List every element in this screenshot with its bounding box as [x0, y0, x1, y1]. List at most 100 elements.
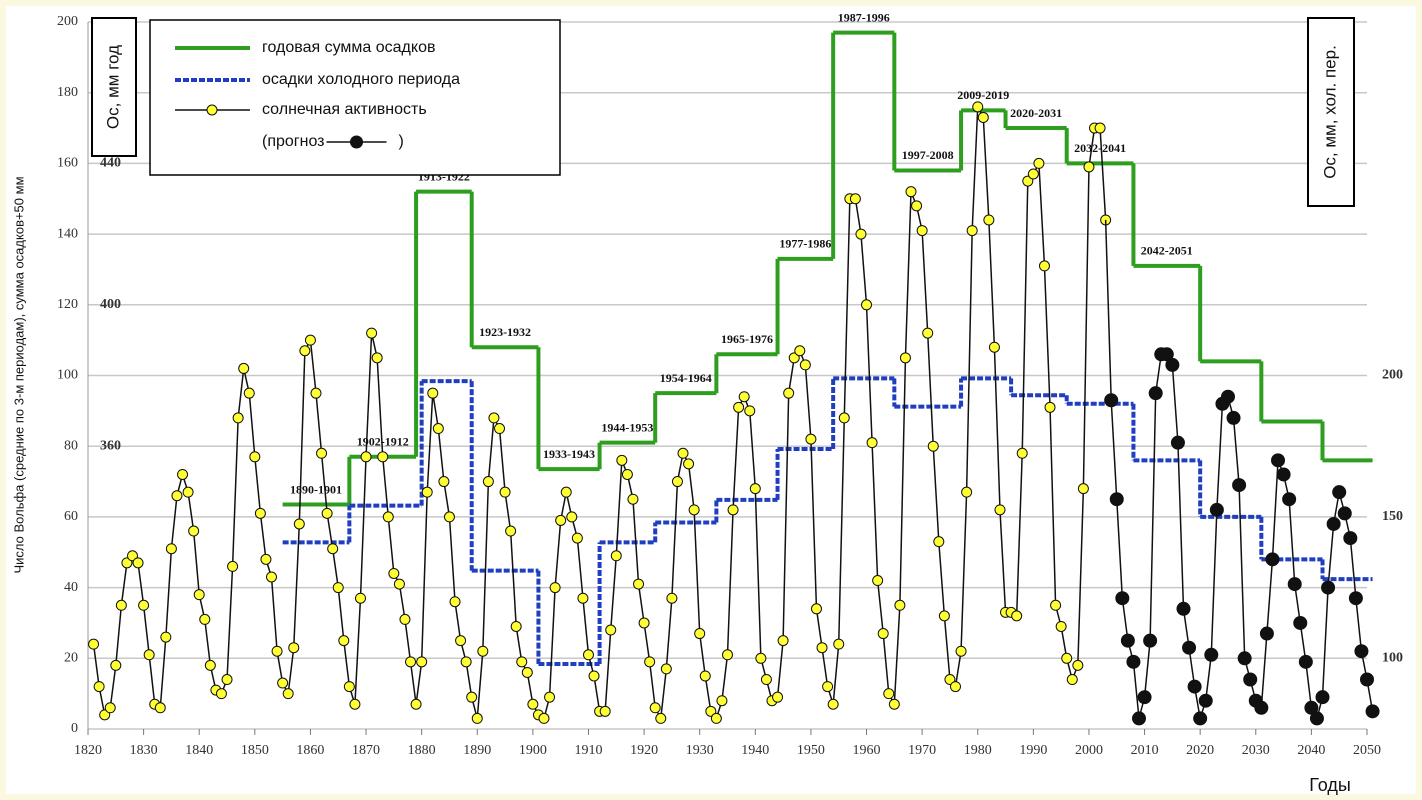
point [683, 458, 695, 470]
point [833, 638, 845, 650]
point [188, 525, 200, 537]
point [482, 476, 494, 488]
point [638, 617, 650, 629]
y3-tick-label: 360 [100, 438, 121, 453]
point [360, 451, 372, 463]
point [1055, 620, 1067, 632]
point [1120, 633, 1135, 648]
y3-tick-label: 400 [100, 297, 121, 312]
point [710, 712, 722, 724]
point [605, 624, 617, 636]
point [571, 532, 583, 544]
point [705, 705, 717, 717]
point [293, 518, 305, 530]
x-tick-label: 1900 [519, 743, 547, 758]
point [505, 525, 517, 537]
point [327, 543, 339, 555]
point [138, 599, 150, 611]
point [343, 681, 355, 693]
point [182, 486, 194, 498]
point [988, 341, 1000, 353]
point [1165, 357, 1180, 372]
point [972, 101, 984, 113]
point [1148, 386, 1163, 401]
point [888, 698, 900, 710]
point [1226, 410, 1241, 425]
point [555, 514, 567, 526]
point [694, 628, 706, 640]
point [861, 299, 873, 311]
point [827, 698, 839, 710]
point [1109, 492, 1124, 507]
x-tick-label: 2050 [1353, 743, 1381, 758]
point [1104, 393, 1119, 408]
point [110, 659, 122, 671]
point [1271, 453, 1286, 468]
y-box-label: Ос, мм год [103, 45, 122, 129]
segment-label: 2032-2041 [1074, 141, 1126, 155]
segment-label: 1965-1976 [721, 332, 773, 346]
point [438, 476, 450, 488]
legend-label: годовая сумма осадков [262, 39, 435, 56]
point [1061, 652, 1073, 664]
point [171, 490, 183, 502]
point [232, 412, 244, 424]
point [165, 543, 177, 555]
segment-label: 1923-1932 [479, 325, 531, 339]
point [416, 656, 428, 668]
point [549, 582, 561, 594]
point [1044, 401, 1056, 413]
point [193, 589, 205, 601]
legend-label: осадки холодного периода [262, 71, 460, 88]
legend-marker [350, 135, 364, 149]
point [727, 504, 739, 516]
point [538, 712, 550, 724]
point [633, 578, 645, 590]
point [132, 557, 144, 569]
point [994, 504, 1006, 516]
point [911, 200, 923, 212]
point [354, 592, 366, 604]
point [544, 691, 556, 703]
point [271, 645, 283, 657]
point [427, 387, 439, 399]
x-tick-label: 1880 [408, 743, 436, 758]
segment-label: 1987-1996 [838, 10, 890, 24]
point [671, 476, 683, 488]
x-tick-label: 1940 [741, 743, 769, 758]
y-tick-label: 140 [57, 226, 78, 241]
point [1204, 647, 1219, 662]
point [772, 691, 784, 703]
x-tick-label: 1910 [574, 743, 602, 758]
point [560, 486, 572, 498]
x-tick-label: 1970 [908, 743, 936, 758]
point [777, 635, 789, 647]
point [460, 656, 472, 668]
y-tick-label: 80 [64, 438, 78, 453]
point [916, 225, 928, 237]
legend-marker [206, 104, 218, 116]
y-tick-label: 180 [57, 85, 78, 100]
point [1360, 672, 1374, 687]
point [1137, 690, 1152, 705]
point [527, 698, 539, 710]
x-tick-label: 1950 [797, 743, 825, 758]
point [699, 670, 711, 682]
point [849, 193, 861, 205]
point [1066, 674, 1078, 686]
point [1143, 633, 1158, 648]
y2-box-label: Ос, мм, хол. пер. [1320, 45, 1339, 179]
point [93, 681, 105, 693]
point [321, 507, 333, 519]
segment-label: 1997-2008 [902, 148, 954, 162]
x-tick-label: 1980 [964, 743, 992, 758]
y2-tick-label: 200 [1382, 368, 1403, 383]
legend-label: солнечная активность [262, 101, 427, 118]
point [1126, 654, 1141, 669]
point [471, 712, 483, 724]
point [299, 345, 311, 357]
point [1011, 610, 1023, 622]
point [1343, 531, 1358, 546]
point [1072, 659, 1084, 671]
y-tick-label: 40 [64, 580, 78, 595]
